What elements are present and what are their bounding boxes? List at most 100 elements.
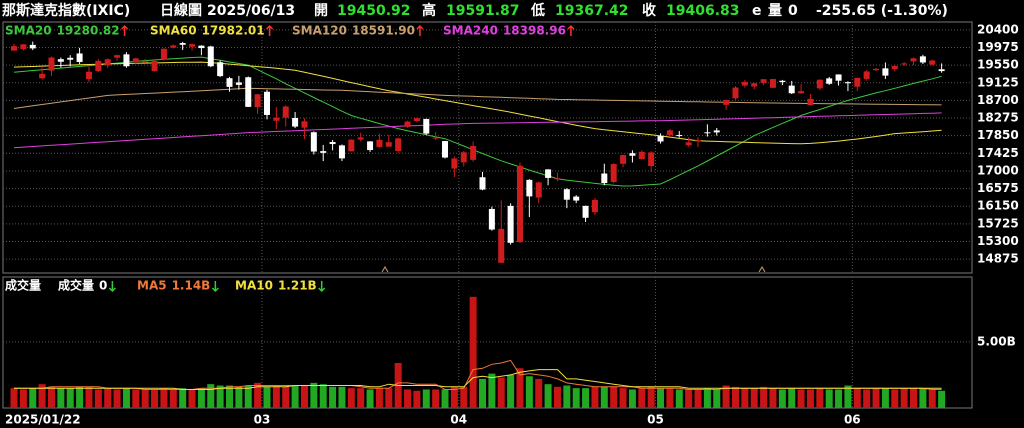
volume-bar — [235, 386, 243, 408]
volume-bar — [563, 385, 571, 408]
legend-name: SMA20 — [5, 24, 52, 38]
candle-body — [629, 153, 636, 156]
y-tick-label: 18275 — [977, 111, 1019, 125]
candle-body — [479, 177, 486, 190]
candle-body — [104, 59, 111, 66]
volume-bar — [797, 389, 805, 408]
volume-bar — [750, 388, 758, 408]
candle-body — [423, 118, 430, 134]
volume-bar — [479, 378, 486, 408]
quote-label: 收 — [642, 2, 657, 19]
volume-bar — [891, 389, 899, 408]
candle-body — [723, 100, 730, 105]
candle-body — [404, 121, 411, 127]
volume-bar — [319, 384, 327, 408]
ma-line — [14, 369, 942, 390]
candle-body — [910, 58, 917, 62]
volume-bar — [207, 384, 215, 408]
volume-bar — [844, 385, 852, 408]
volume-bar — [638, 388, 646, 408]
candle-body — [901, 63, 908, 65]
arrow-down — [211, 281, 219, 293]
ma-line — [13, 112, 942, 149]
header-volume-value: 0 — [788, 3, 798, 19]
volume-bar — [47, 386, 55, 408]
candle-body — [760, 79, 767, 83]
arrow-up — [121, 24, 129, 36]
candle-body — [245, 77, 252, 107]
volume-bar — [600, 386, 608, 408]
y-tick-label: 18700 — [977, 93, 1019, 107]
y-tick-label: 5.00B — [977, 334, 1016, 348]
candle-body — [470, 146, 477, 160]
candle-body — [826, 78, 833, 84]
volume-bar — [216, 385, 224, 408]
y-tick-label: 17850 — [977, 128, 1019, 142]
volume-bar — [29, 388, 37, 408]
volume-bar — [816, 388, 824, 408]
volume-bar — [226, 385, 234, 408]
volume-bar — [10, 388, 18, 408]
volume-bar — [85, 386, 93, 408]
legend-name: SMA60 — [150, 24, 197, 38]
volume-bar — [703, 388, 711, 408]
candle-body — [226, 78, 233, 87]
panel-title: 成交量 — [5, 278, 41, 293]
y-tick-label: 19125 — [977, 75, 1019, 89]
x-tick-label: 05 — [647, 413, 664, 427]
x-tick-label: 04 — [450, 413, 467, 427]
y-tick-label: 17425 — [977, 146, 1019, 160]
candle-body — [160, 48, 167, 60]
volume-bar — [900, 388, 908, 408]
y-tick-label: 17000 — [977, 163, 1019, 177]
marker — [381, 266, 766, 273]
volume-bar — [488, 373, 496, 408]
volume-bar — [113, 389, 121, 408]
candle-body — [11, 46, 17, 51]
candle-body — [376, 139, 383, 147]
candle-body — [114, 55, 121, 58]
volume-bar — [441, 389, 449, 408]
volume-bar — [919, 388, 927, 408]
candle-body — [807, 98, 814, 106]
volume-bar — [76, 386, 84, 408]
ma-line — [13, 87, 942, 109]
volume-bar — [516, 368, 524, 408]
volume-bar — [469, 296, 477, 408]
quote-value: 19367.42 — [555, 3, 629, 19]
candle-body — [891, 65, 898, 70]
volume-bar — [910, 388, 918, 408]
volume-bar — [713, 389, 721, 408]
candle-body — [695, 140, 702, 142]
candle-body — [545, 169, 552, 178]
candle-body — [151, 61, 158, 72]
candle-body — [442, 141, 449, 158]
candle-body — [20, 44, 27, 50]
price-panel — [2, 21, 973, 274]
arrow-up — [266, 24, 274, 36]
candle-body — [207, 46, 214, 67]
arrow-up — [567, 24, 575, 36]
volume-bar — [66, 388, 74, 408]
volume-bar — [197, 388, 205, 408]
header-title: 那斯達克指數(IXIC) — [2, 2, 130, 19]
candle-body — [170, 45, 177, 48]
volume-bar — [122, 388, 130, 408]
volume-bar — [244, 385, 252, 408]
legend-value: 18591.90 — [352, 24, 415, 38]
volume-bar — [619, 388, 627, 408]
volume-bar — [329, 386, 337, 408]
candle-body — [741, 81, 748, 86]
volume-bar — [357, 388, 365, 408]
candle-body — [816, 79, 823, 89]
legend-name: 成交量 — [58, 278, 94, 293]
legend-value: 1.14B — [172, 279, 211, 293]
volume-bar — [928, 389, 936, 408]
candle-body — [76, 53, 83, 62]
candle-body — [451, 158, 458, 169]
volume-bar — [741, 388, 749, 408]
header-volume-label: 量 — [768, 3, 782, 19]
volume-bar — [694, 389, 702, 408]
header-period: 日線圖 — [160, 2, 202, 19]
candle-body — [385, 142, 392, 147]
